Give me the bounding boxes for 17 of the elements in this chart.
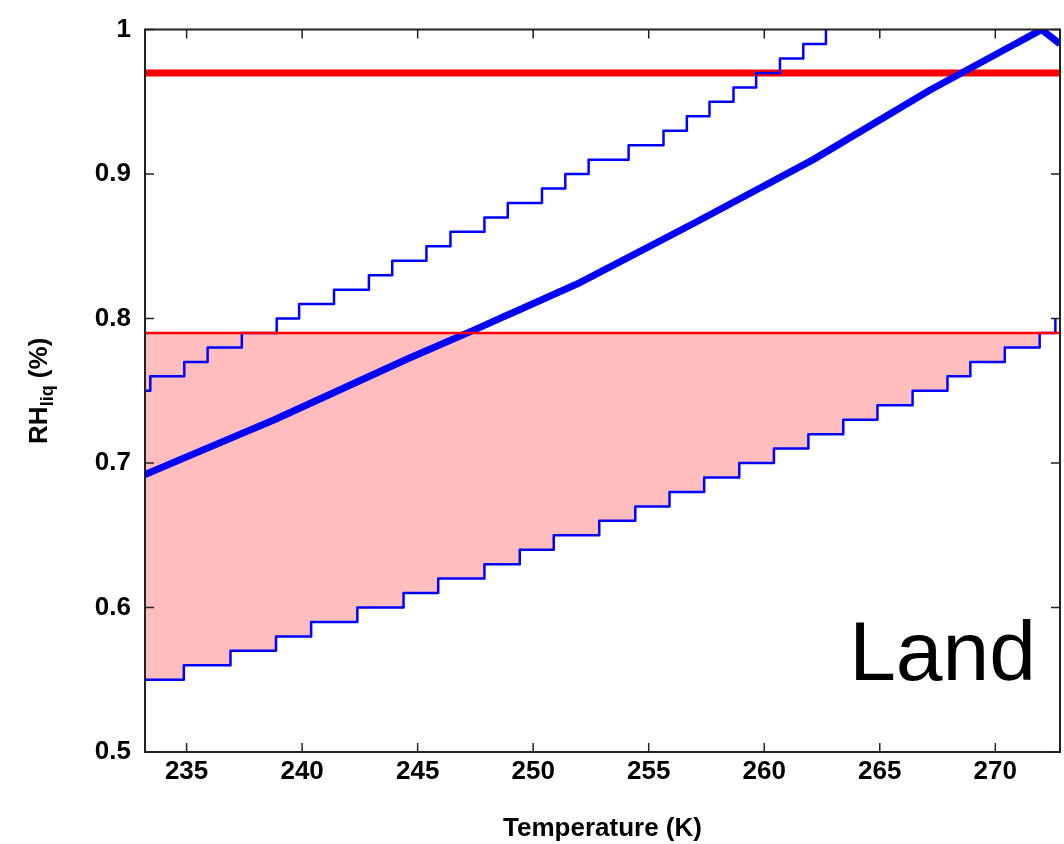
y-tick-label: 1 [116,12,131,43]
x-tick-label: 255 [627,754,671,785]
x-tick-label: 250 [511,754,555,785]
x-axis-title: Temperature (K) [503,811,702,842]
y-axis-title: RHliq (%) [23,337,57,444]
y-tick-label: 0.7 [94,446,131,477]
x-tick-label: 270 [973,754,1017,785]
x-tick-label: 245 [395,754,440,785]
y-tick-label: 0.6 [94,590,131,621]
annotation: Land [849,604,1036,698]
y-tick-label: 0.9 [94,157,131,188]
y-tick-label: 0.8 [94,301,131,332]
x-tick-label: 240 [280,754,324,785]
x-tick-label: 260 [742,754,786,785]
y-tick-label: 0.5 [94,735,131,766]
x-tick-label: 235 [164,754,209,785]
x-tick-label: 265 [858,754,902,785]
